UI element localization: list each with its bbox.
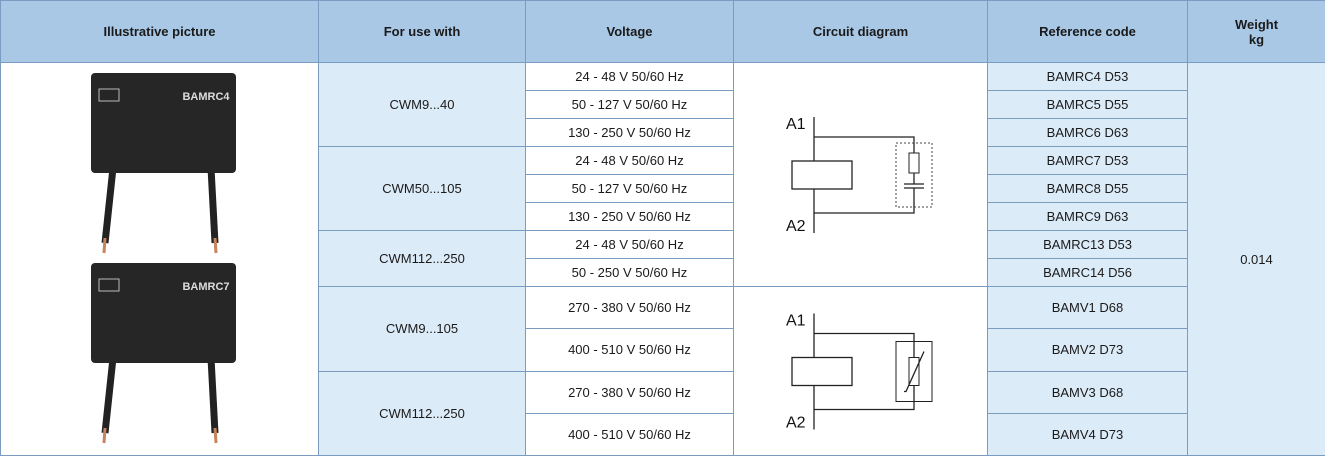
product-label: BAMRC4 bbox=[182, 91, 230, 103]
lead-tip bbox=[215, 238, 216, 253]
use-cell: CWM9...105 bbox=[318, 286, 526, 372]
product-body bbox=[91, 73, 236, 173]
voltage-cell: 24 - 48 V 50/60 Hz bbox=[525, 146, 734, 175]
terminal-label: A1 bbox=[786, 116, 806, 133]
voltage-cell: 270 - 380 V 50/60 Hz bbox=[525, 371, 734, 414]
product-label: BAMRC7 bbox=[182, 281, 229, 293]
use-cell: CWM112...250 bbox=[318, 371, 526, 456]
code-cell: BAMV3 D68 bbox=[987, 371, 1188, 414]
circuit-diagram: A1 A2 bbox=[734, 63, 988, 287]
code-cell: BAMRC5 D55 bbox=[987, 90, 1188, 119]
code-cell: BAMRC6 D63 bbox=[987, 118, 1188, 147]
lead-tip bbox=[215, 428, 216, 443]
code-cell: BAMRC7 D53 bbox=[987, 146, 1188, 175]
coil bbox=[792, 161, 852, 189]
header-cell: For use with bbox=[318, 0, 526, 63]
code-cell: BAMRC9 D63 bbox=[987, 202, 1188, 231]
voltage-cell: 400 - 510 V 50/60 Hz bbox=[525, 413, 734, 456]
code-cell: BAMRC13 D53 bbox=[987, 230, 1188, 259]
lead-wire bbox=[211, 168, 215, 243]
voltage-cell: 24 - 48 V 50/60 Hz bbox=[525, 62, 734, 91]
voltage-cell: 50 - 127 V 50/60 Hz bbox=[525, 174, 734, 203]
terminal-label: A2 bbox=[786, 218, 806, 235]
header-cell: Circuit diagram bbox=[733, 0, 988, 63]
voltage-cell: 400 - 510 V 50/60 Hz bbox=[525, 328, 734, 371]
header-cell: Reference code bbox=[987, 0, 1188, 63]
lead-wire bbox=[105, 358, 113, 433]
spec-table: Illustrative pictureFor use withVoltageC… bbox=[0, 0, 1325, 455]
lead-tip bbox=[104, 428, 105, 443]
code-cell: BAMRC14 D56 bbox=[987, 258, 1188, 287]
code-cell: BAMV4 D73 bbox=[987, 413, 1188, 456]
lead-tip bbox=[104, 238, 105, 253]
code-cell: BAMRC8 D55 bbox=[987, 174, 1188, 203]
voltage-cell: 24 - 48 V 50/60 Hz bbox=[525, 230, 734, 259]
voltage-cell: 50 - 250 V 50/60 Hz bbox=[525, 258, 734, 287]
header-cell: Weight kg bbox=[1187, 0, 1325, 63]
use-cell: CWM112...250 bbox=[318, 230, 526, 287]
code-cell: BAMRC4 D53 bbox=[987, 62, 1188, 91]
terminal-label: A1 bbox=[786, 313, 806, 330]
voltage-cell: 270 - 380 V 50/60 Hz bbox=[525, 286, 734, 329]
header-cell: Voltage bbox=[525, 0, 734, 63]
lead-wire bbox=[105, 168, 113, 243]
circuit-diagram: A1 A2 bbox=[734, 287, 988, 456]
resistor bbox=[909, 153, 919, 173]
voltage-cell: 130 - 250 V 50/60 Hz bbox=[525, 118, 734, 147]
code-cell: BAMV1 D68 bbox=[987, 286, 1188, 329]
picture-cell: BAMRC4 BAMRC7 bbox=[0, 62, 319, 456]
header-cell: Illustrative picture bbox=[0, 0, 319, 63]
product-photos: BAMRC4 BAMRC7 bbox=[1, 63, 319, 456]
terminal-label: A2 bbox=[786, 415, 806, 432]
diagram-cell: A1 A2 bbox=[733, 62, 988, 287]
diagram-cell: A1 A2 bbox=[733, 286, 988, 456]
voltage-cell: 130 - 250 V 50/60 Hz bbox=[525, 202, 734, 231]
use-cell: CWM50...105 bbox=[318, 146, 526, 231]
weight-cell: 0.014 bbox=[1187, 62, 1325, 456]
lead-wire bbox=[211, 358, 215, 433]
use-cell: CWM9...40 bbox=[318, 62, 526, 147]
voltage-cell: 50 - 127 V 50/60 Hz bbox=[525, 90, 734, 119]
product-body bbox=[91, 263, 236, 363]
code-cell: BAMV2 D73 bbox=[987, 328, 1188, 371]
coil bbox=[792, 358, 852, 386]
